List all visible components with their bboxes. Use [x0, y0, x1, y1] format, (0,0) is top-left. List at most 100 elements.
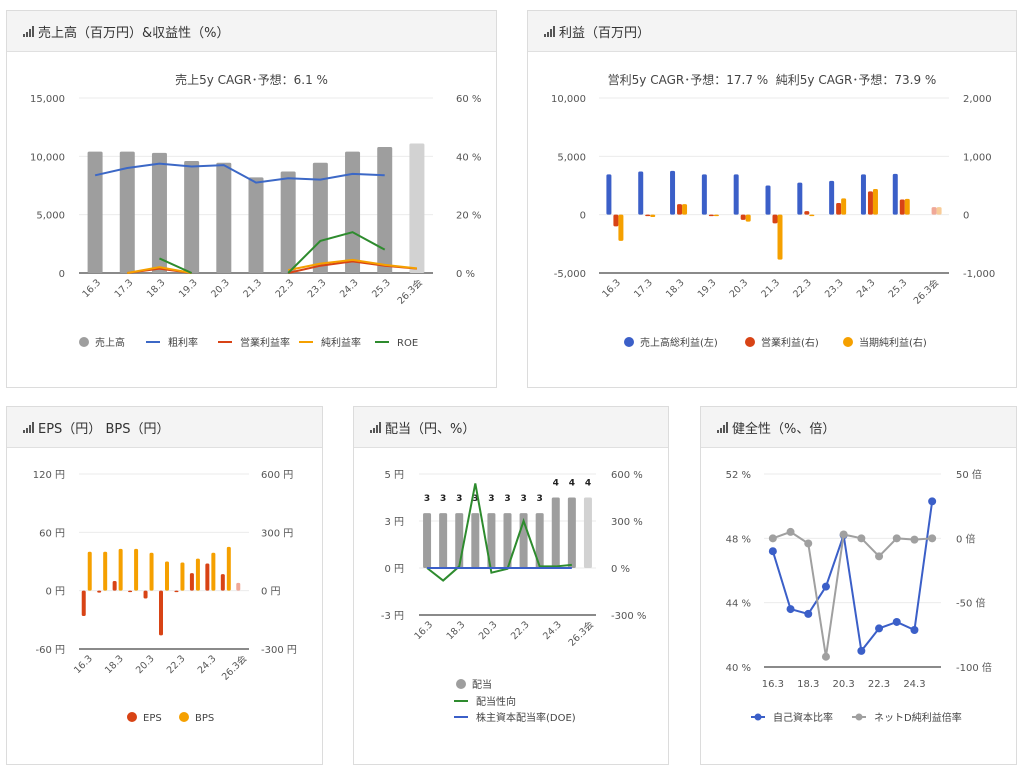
bar-当期純利益(右) [745, 214, 751, 222]
point-ネットD純利益倍率 [928, 534, 937, 543]
bar-営業利益(右) [836, 203, 842, 215]
legend-label: ネットD純利益倍率 [874, 711, 962, 724]
line-ネットD純利益倍率 [772, 530, 933, 657]
legend-label: 粗利率 [168, 336, 198, 349]
x-tick-label: 20.3 [209, 277, 232, 300]
y-right-tick-label: -1,000 [963, 269, 995, 280]
line-純利益率 [287, 258, 418, 272]
chart-bars-icon [544, 25, 555, 37]
y-left-tick-label: 44 % [726, 599, 751, 610]
chart-title: 営利5y CAGR･予想：17.7 % 純利5y CAGR･予想：73.9 % [607, 73, 937, 87]
legend-marker [843, 337, 853, 347]
y-right-tick-label: -100 倍 [956, 661, 992, 674]
line-ROE [287, 231, 386, 274]
point-自己資本比率 [928, 497, 937, 506]
y-right-tick-label: 2,000 [963, 94, 992, 105]
bar-売上高 [248, 177, 264, 273]
bar-営業利益(右) [645, 214, 651, 217]
y-left-tick-label: 5,000 [557, 152, 586, 163]
bar-EPS [97, 590, 102, 593]
y-left-tick-label: 5,000 [36, 211, 65, 222]
bar-当期純利益(右) [841, 198, 847, 215]
line-粗利率 [94, 162, 385, 184]
y-right-tick-label: 600 円 [261, 470, 293, 481]
x-tick-label: 22.3 [165, 653, 188, 676]
y-right-tick-label: -300 円 [261, 645, 297, 656]
y-left-tick-label: 15,000 [30, 94, 65, 105]
bar-配当 [455, 513, 464, 568]
bar-配当 [583, 497, 592, 568]
x-tick-label: 24.3 [855, 277, 878, 300]
y-right-tick-label: 300 円 [261, 528, 293, 539]
bar-売上高 [345, 151, 361, 273]
bar-配当 [439, 513, 448, 568]
y-right-tick-label: -300 % [611, 611, 646, 622]
dividend-chart: -3 円0 円3 円5 円-300 %0 %300 %600 %3 3 3 3 3 3 3 3… [381, 470, 647, 724]
x-tick-label: 20.3 [477, 619, 500, 642]
bar-当期純利益(右) [809, 214, 815, 217]
bar-EPS [205, 563, 210, 591]
x-tick-label: 26.3会 [395, 276, 426, 307]
y-right-tick-label: 0 円 [261, 587, 281, 598]
point-ネットD純利益倍率 [839, 530, 848, 539]
bar-data-label: 4 [585, 479, 591, 489]
x-tick-label: 16.3 [80, 277, 103, 300]
x-tick-label: 24.3 [903, 679, 925, 690]
x-tick-label: 20.3 [728, 277, 751, 300]
legend-label: ROE [397, 338, 418, 349]
y-left-tick-label: 120 円 [33, 470, 65, 481]
bar-data-label: 3 [424, 494, 430, 504]
bar-売上高 [409, 143, 425, 273]
y-left-tick-label: 52 % [726, 470, 751, 481]
bar-EPS [189, 573, 194, 591]
y-right-tick-label: 20 % [456, 211, 481, 222]
bar-当期純利益(右) [777, 214, 783, 260]
point-自己資本比率 [804, 609, 813, 618]
x-tick-label: 20.3 [134, 653, 157, 676]
bar-EPS [143, 590, 148, 599]
bar-配当 [535, 513, 544, 568]
bar-当期純利益(右) [713, 214, 719, 217]
profit-panel: 利益（百万円） 営利5y CAGR･予想：17.7 % 純利5y CAGR･予想… [527, 10, 1017, 388]
bar-BPS [180, 562, 185, 591]
panel-header: 利益（百万円） [528, 11, 1016, 52]
point-ネットD純利益倍率 [821, 652, 830, 661]
x-tick-label: 26.3会 [911, 276, 942, 307]
y-right-tick-label: 300 % [611, 517, 643, 528]
x-tick-label: 18.3 [103, 653, 126, 676]
y-left-tick-label: -3 円 [381, 611, 404, 622]
x-tick-label: 21.3 [759, 277, 782, 300]
legend-label: 配当 [472, 678, 492, 691]
point-自己資本比率 [892, 617, 901, 626]
y-right-tick-label: 600 % [611, 470, 643, 481]
legend-marker [179, 712, 189, 722]
bar-EPS [81, 590, 86, 616]
bar-売上高総利益(左) [860, 174, 866, 215]
line-自己資本比率 [771, 501, 934, 654]
bar-売上高 [87, 151, 103, 273]
dividend-panel: 配当（円、%） -3 円 0 円 3 円 5 円 -300 % 0 % 300 % 600 %… [353, 406, 669, 765]
y-right-tick-label: 40 % [456, 152, 481, 163]
line-純利益率 [127, 266, 192, 274]
bar-売上高 [119, 151, 135, 273]
bar-当期純利益(右) [682, 204, 688, 215]
bar-data-label: 3 [537, 494, 543, 504]
x-tick-label: 24.3 [196, 653, 219, 676]
bar-売上高総利益(左) [606, 174, 612, 215]
bar-EPS [128, 590, 133, 593]
x-tick-label: 18.3 [445, 619, 468, 642]
bar-data-label: 3 [440, 494, 446, 504]
bar-BPS [87, 551, 92, 591]
chart-bars-icon [717, 421, 728, 433]
x-tick-label: 16.3 [412, 619, 435, 642]
health-chart: 40 % 44 % 48 % 52 % -100 倍 -50 倍 0 倍 50 倍自己資本比率… [726, 468, 992, 724]
x-tick-label: 22.3 [791, 277, 814, 300]
legend-label: 売上高総利益(左) [640, 336, 718, 349]
legend-marker [79, 337, 89, 347]
bar-売上高 [280, 171, 296, 273]
legend-label: 純利益率 [321, 336, 361, 349]
bar-data-label: 3 [472, 494, 478, 504]
bar-当期純利益(右) [936, 207, 942, 215]
x-tick-label: 23.3 [306, 277, 329, 300]
bar-BPS [149, 552, 154, 591]
